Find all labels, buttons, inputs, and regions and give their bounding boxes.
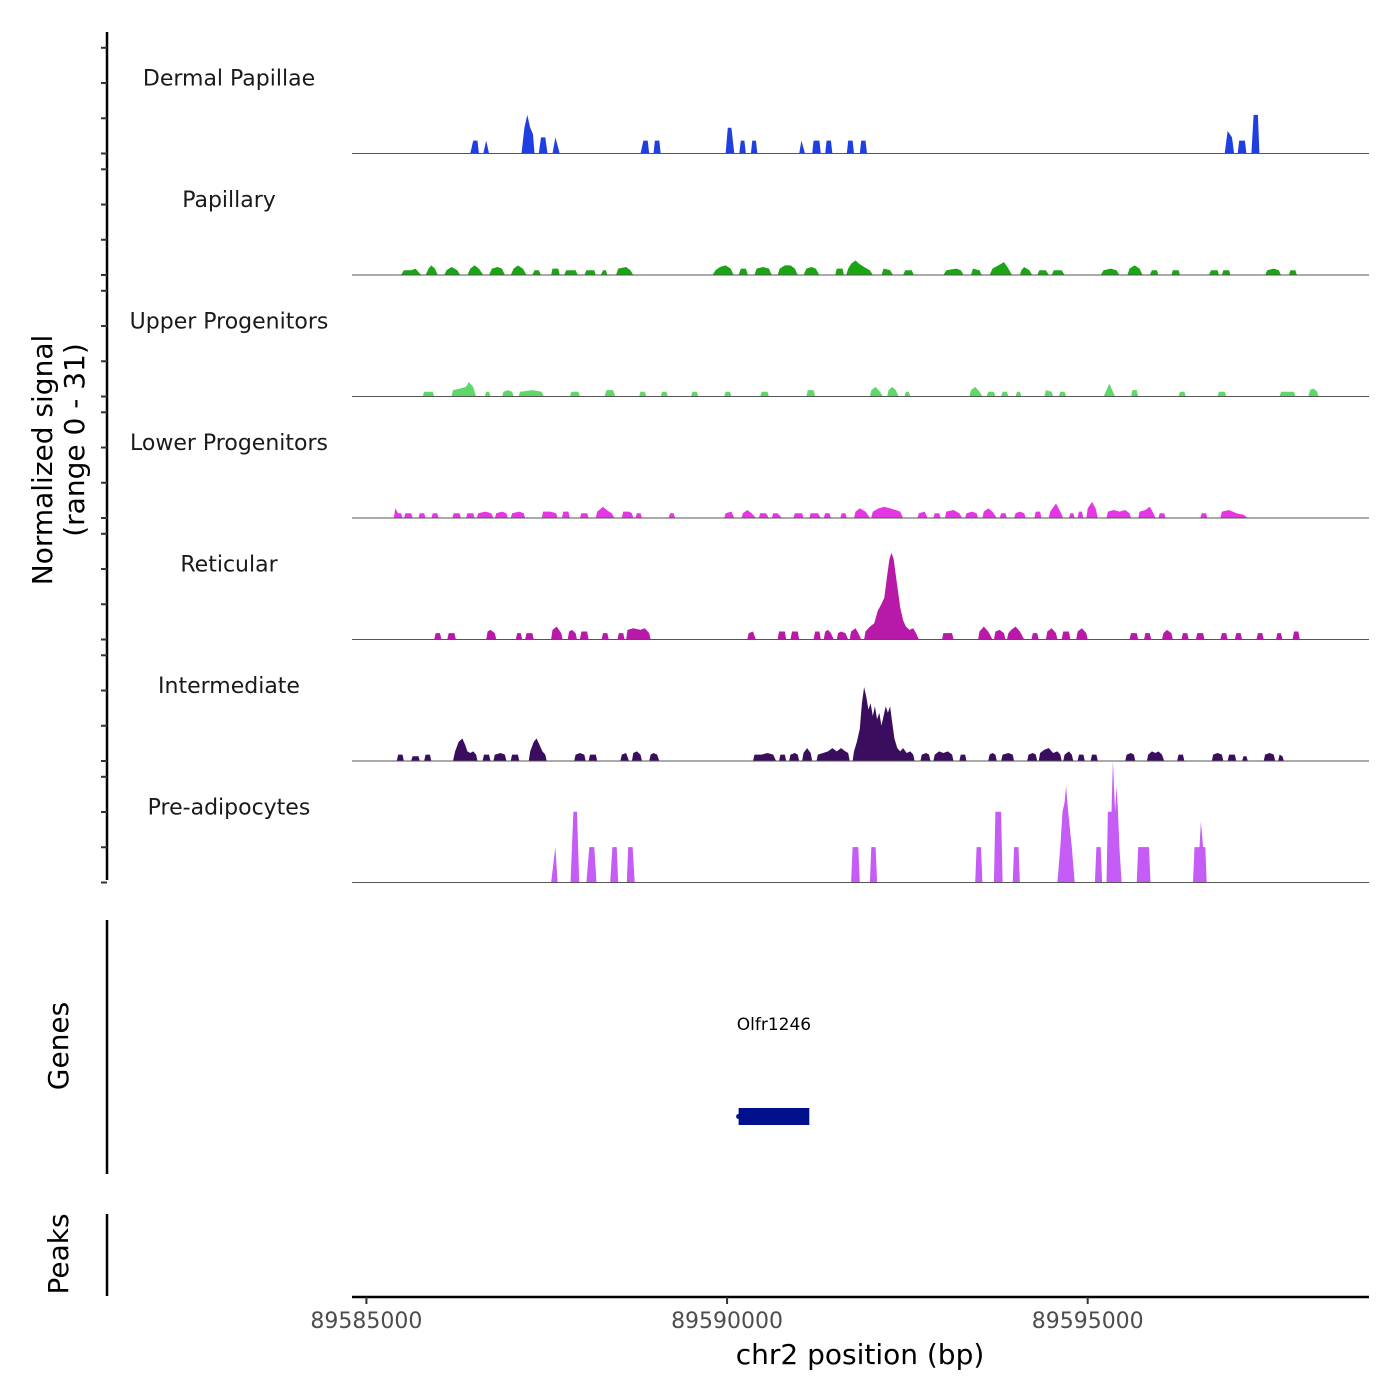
x-tick-label: 89585000 [310,1309,422,1334]
gene-body [738,1108,810,1125]
coverage-area [551,760,1207,883]
track-dermal-papillae: Dermal Papillae [143,66,1369,154]
coverage-area [401,260,1297,275]
x-tick-label: 89590000 [671,1309,783,1334]
track-label: Papillary [182,188,276,213]
x-tick-label: 89595000 [1032,1309,1144,1334]
track-label: Pre-adipocytes [148,795,311,820]
gene-olfr1246: Olfr1246 [736,1015,811,1125]
coverage-area [393,501,1248,518]
strand-marker [736,1114,742,1119]
gene-label: Olfr1246 [737,1015,811,1035]
genes-panel-title: Genes [42,1002,75,1090]
x-axis-ticks: 89585000 89590000 89595000 [310,1297,1144,1334]
track-label: Dermal Papillae [143,66,315,91]
track-papillary: Papillary [182,188,1369,276]
track-reticular: Reticular [180,552,1369,640]
track-label: Intermediate [158,674,300,699]
track-label: Reticular [180,552,278,577]
x-axis-title: chr2 position (bp) [736,1338,985,1371]
y-axis-subtitle: (range 0 - 31) [58,343,91,537]
coverage-area [422,382,1319,397]
track-upper-progenitors: Upper Progenitors [130,309,1369,397]
coverage-y-ticks [101,46,107,884]
track-intermediate: Intermediate [158,674,1369,762]
track-label: Upper Progenitors [130,309,329,334]
track-lower-progenitors: Lower Progenitors [130,431,1369,519]
track-pre-adipocytes: Pre-adipocytes [148,760,1369,883]
coverage-area [470,114,1260,154]
track-label: Lower Progenitors [130,431,328,456]
peaks-panel-title: Peaks [42,1213,75,1294]
genes-panel: Olfr1246 [736,1015,811,1125]
coverage-tracks: Dermal Papillae Papillary Upper Progenitor… [130,66,1369,883]
y-axis-title: Normalized signal [26,335,59,586]
